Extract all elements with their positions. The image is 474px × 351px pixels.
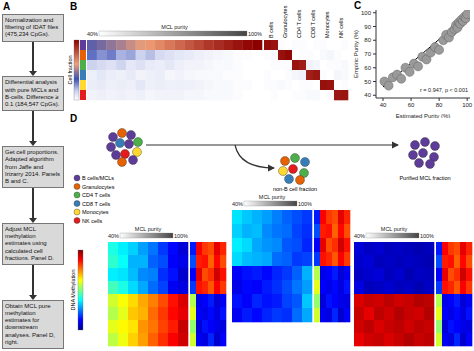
- html-text:Adjust MCL methylation estimat: Adjust MCL methylation estimates using c…: [5, 226, 54, 261]
- svg-text:Empiric Purity (%): Empiric Purity (%): [353, 30, 359, 78]
- svg-text:100%: 100%: [420, 233, 434, 239]
- svg-text:100: 100: [462, 102, 473, 108]
- html-text:Normalization and filtering of: Normalization and filtering of IDAT file…: [5, 17, 59, 38]
- svg-text:80: 80: [364, 37, 371, 43]
- svg-text:D: D: [70, 113, 77, 124]
- svg-text:MCL purity: MCL purity: [161, 24, 188, 30]
- svg-text:40%: 40%: [87, 31, 98, 37]
- svg-text:CD4 T cells: CD4 T cells: [296, 10, 302, 38]
- svg-text:60: 60: [364, 65, 371, 71]
- svg-text:A: A: [3, 1, 10, 12]
- svg-text:60: 60: [408, 102, 415, 108]
- svg-text:Granulocytes: Granulocytes: [282, 5, 288, 38]
- svg-text:Granulocytes: Granulocytes: [82, 184, 115, 190]
- svg-text:C: C: [354, 0, 362, 11]
- svg-text:B cells: B cells: [268, 22, 274, 38]
- svg-text:40%: 40%: [108, 233, 119, 239]
- svg-text:CD8 T cells: CD8 T cells: [82, 201, 110, 207]
- html-text:Obtain MCL pure methylation es: Obtain MCL pure methylation estimates fo…: [5, 302, 55, 345]
- svg-text:DNA Methylation: DNA Methylation: [70, 270, 76, 311]
- svg-text:70: 70: [364, 51, 371, 57]
- svg-text:40%: 40%: [232, 201, 243, 207]
- svg-text:100: 100: [361, 10, 372, 16]
- svg-text:100%: 100%: [174, 233, 188, 239]
- svg-text:NK cells: NK cells: [338, 18, 344, 38]
- svg-text:80: 80: [436, 102, 443, 108]
- html-text:Differential analysis with pur: Differential analysis with pure MCLs and…: [5, 79, 60, 107]
- svg-text:Purified MCL fraction: Purified MCL fraction: [399, 175, 450, 181]
- svg-text:90: 90: [364, 24, 371, 30]
- svg-text:40: 40: [364, 92, 371, 98]
- svg-text:NK cells: NK cells: [82, 218, 102, 224]
- svg-text:MCL purity: MCL purity: [381, 226, 408, 232]
- svg-text:100%: 100%: [298, 201, 312, 207]
- svg-text:Monocytes: Monocytes: [324, 11, 330, 38]
- html-text:Get cell proportions. Adapted: Get cell proportions. Adapted algorithm …: [5, 149, 60, 184]
- svg-text:Monocytes: Monocytes: [82, 209, 109, 215]
- svg-text:CD8 T cells: CD8 T cells: [310, 10, 316, 38]
- svg-text:100%: 100%: [248, 31, 262, 37]
- svg-text:Estimated Purity (%): Estimated Purity (%): [396, 113, 451, 118]
- svg-text:40: 40: [380, 102, 387, 108]
- svg-text:B cells/MCLs: B cells/MCLs: [82, 175, 114, 181]
- svg-text:r = 0.947, p < 0.001: r = 0.947, p < 0.001: [420, 87, 468, 93]
- svg-text:CD4 T cells: CD4 T cells: [82, 192, 110, 198]
- svg-text:40%: 40%: [354, 233, 365, 239]
- svg-text:Cell fraction: Cell fraction: [67, 55, 73, 84]
- svg-text:MCL purity: MCL purity: [259, 194, 286, 200]
- svg-text:non-B cell fraction: non-B cell fraction: [273, 186, 317, 192]
- svg-text:MCL purity: MCL purity: [135, 226, 162, 232]
- svg-text:50: 50: [364, 79, 371, 85]
- svg-text:B: B: [70, 1, 77, 12]
